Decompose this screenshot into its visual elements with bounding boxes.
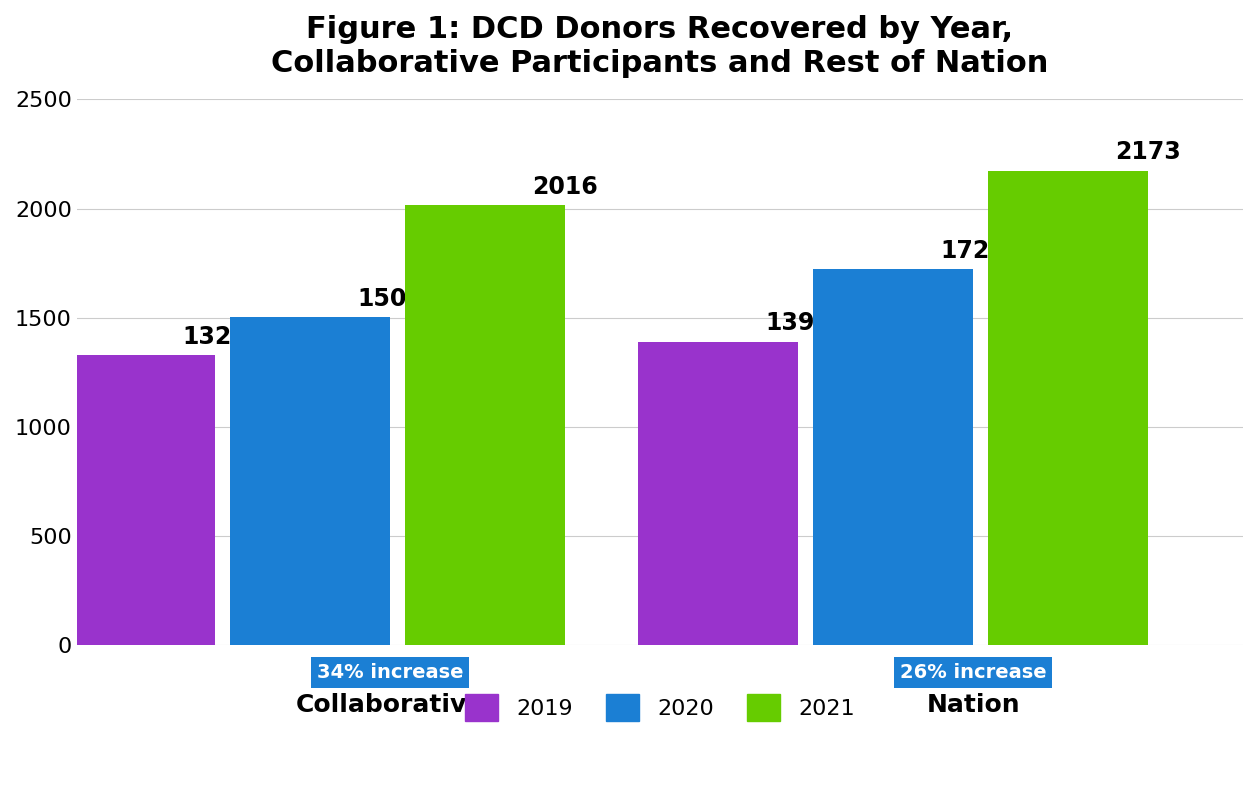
Text: 34% increase: 34% increase <box>317 662 463 682</box>
Bar <box>230 317 390 646</box>
Text: 2173: 2173 <box>1116 140 1181 164</box>
Text: 1391: 1391 <box>765 311 832 335</box>
Text: 1327: 1327 <box>182 325 248 349</box>
Bar <box>55 355 215 646</box>
Text: 1503: 1503 <box>357 286 423 310</box>
Legend: 2019, 2020, 2021: 2019, 2020, 2021 <box>454 683 866 732</box>
Bar <box>813 270 974 646</box>
Text: Collaborative: Collaborative <box>296 694 484 718</box>
Bar <box>405 205 565 646</box>
Title: Figure 1: DCD Donors Recovered by Year,
Collaborative Participants and Rest of N: Figure 1: DCD Donors Recovered by Year, … <box>272 15 1049 78</box>
Text: 1721: 1721 <box>941 239 1006 263</box>
Text: 26% increase: 26% increase <box>899 662 1047 682</box>
Bar <box>638 342 799 646</box>
Text: 2016: 2016 <box>532 174 598 198</box>
Bar <box>988 170 1149 646</box>
Text: Nation: Nation <box>926 694 1020 718</box>
